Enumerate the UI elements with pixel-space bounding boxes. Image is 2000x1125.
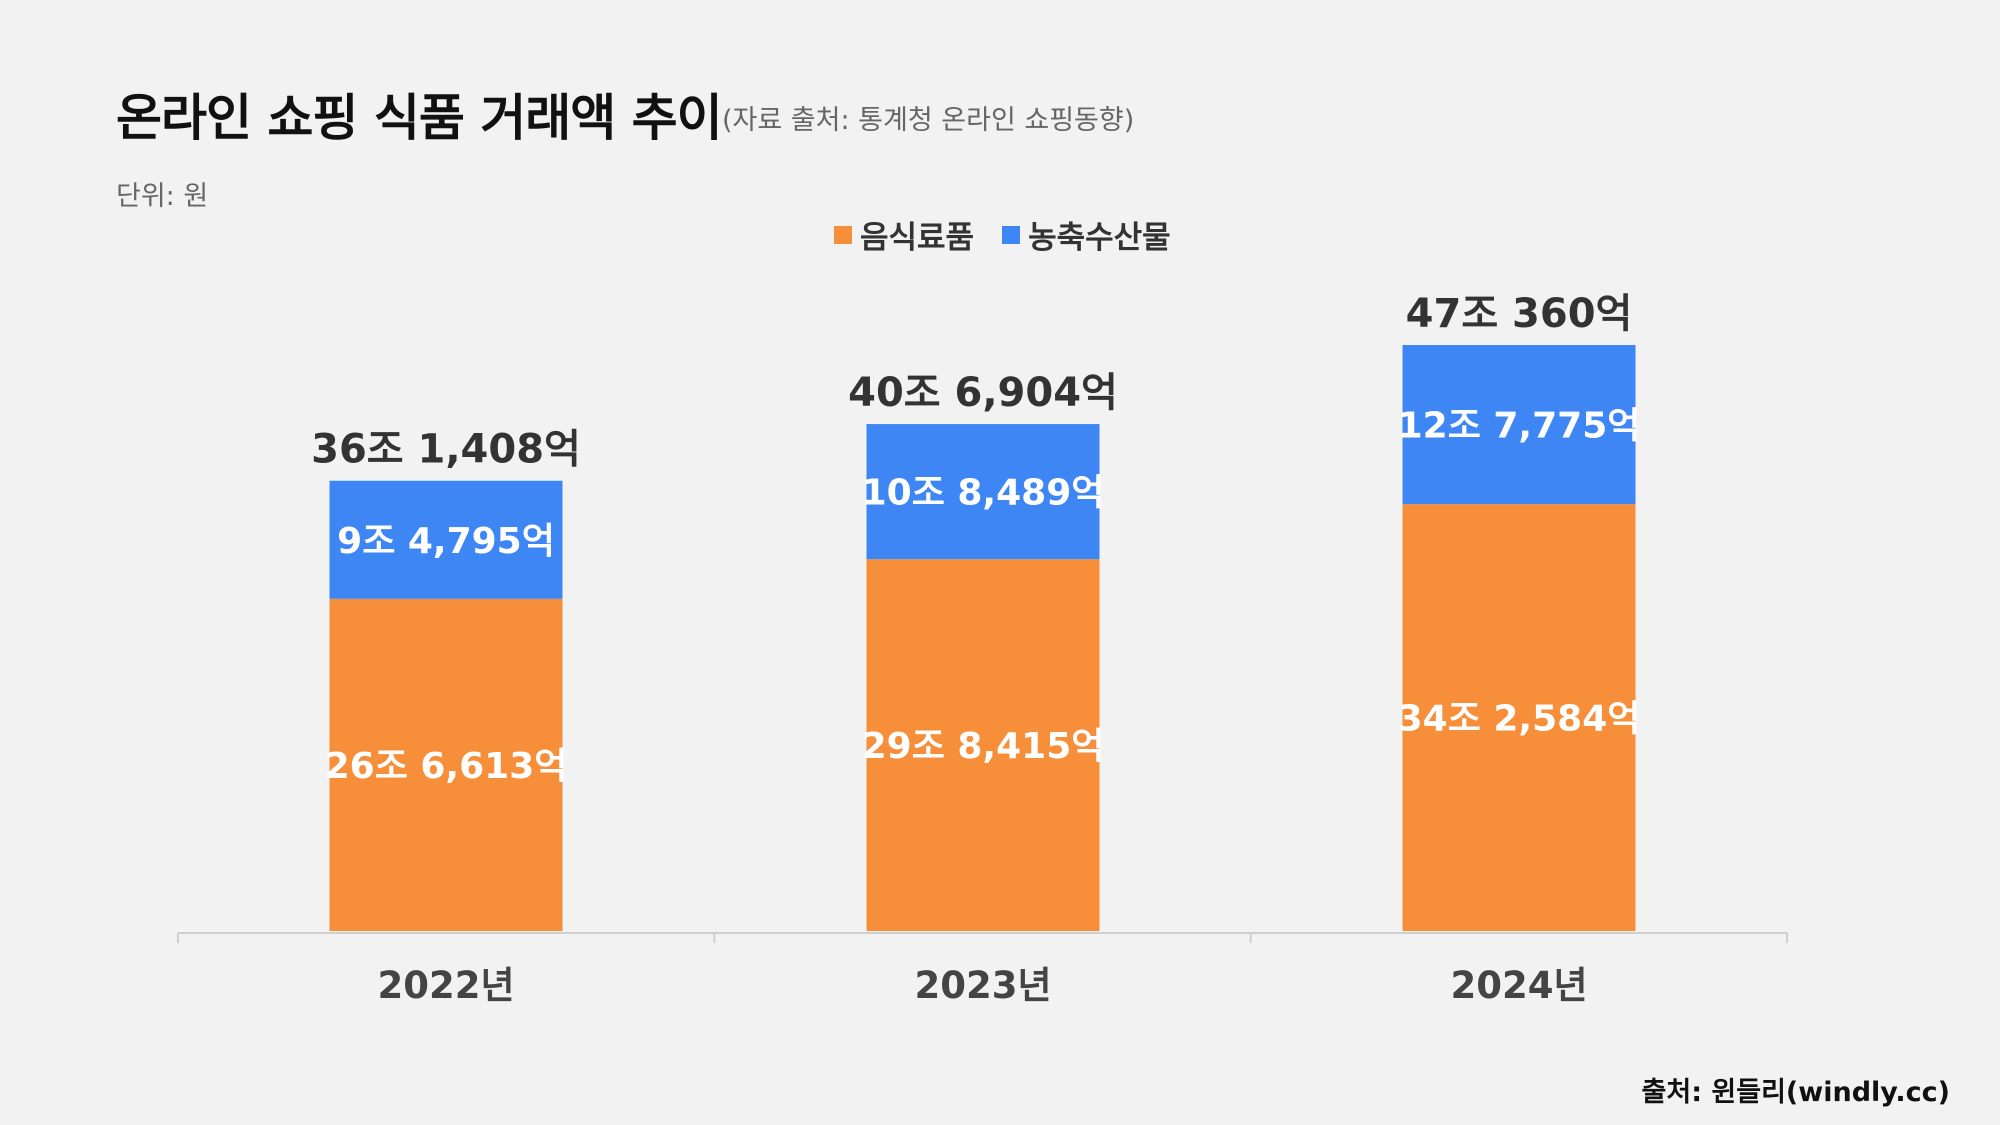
bar-total-label: 47조 360억 (1406, 291, 1633, 337)
chart-title: 온라인 쇼핑 식품 거래액 추이 (116, 89, 723, 147)
legend-item-food: 음식료품 (834, 212, 974, 257)
legend-swatch-agri (1002, 225, 1021, 244)
bar-segment-food (1402, 504, 1636, 931)
bar-value-label: 34조 2,584억 (1398, 699, 1641, 740)
bar-total-label: 40조 6,904억 (848, 370, 1118, 416)
bar-value-label: 29조 8,415억 (862, 726, 1105, 767)
bar-segment-agri (329, 480, 563, 599)
bar-value-label: 9조 4,795억 (337, 521, 555, 562)
bar-value-label: 12조 7,775억 (1398, 406, 1641, 447)
x-tick-label: 2022년 (377, 964, 514, 1007)
legend: 음식료품 농축수산물 (834, 212, 1171, 257)
x-tick-label: 2024년 (1450, 964, 1587, 1007)
bar-value-label: 10조 8,489억 (862, 473, 1105, 514)
chart-subtitle: (자료 출처: 통계청 온라인 쇼핑동향) (722, 105, 1135, 136)
legend-label-food: 음식료품 (860, 220, 975, 256)
bar-segment-food (329, 598, 563, 931)
bar-segment-agri (866, 424, 1100, 560)
bar-segment-food (866, 559, 1100, 931)
source-credit: 출처: 윈들리(windly.cc) (1641, 1077, 1950, 1108)
legend-swatch-food (834, 225, 852, 244)
bar-value-label: 26조 6,613억 (325, 746, 568, 787)
legend-item-agri: 농축수산물 (1002, 212, 1171, 257)
legend-label-agri: 농축수산물 (1028, 220, 1171, 256)
bar-segment-agri (1402, 345, 1636, 505)
unit-label: 단위: 원 (116, 181, 209, 212)
x-tick-label: 2023년 (914, 964, 1051, 1007)
bar-total-label: 36조 1,408억 (311, 427, 581, 473)
